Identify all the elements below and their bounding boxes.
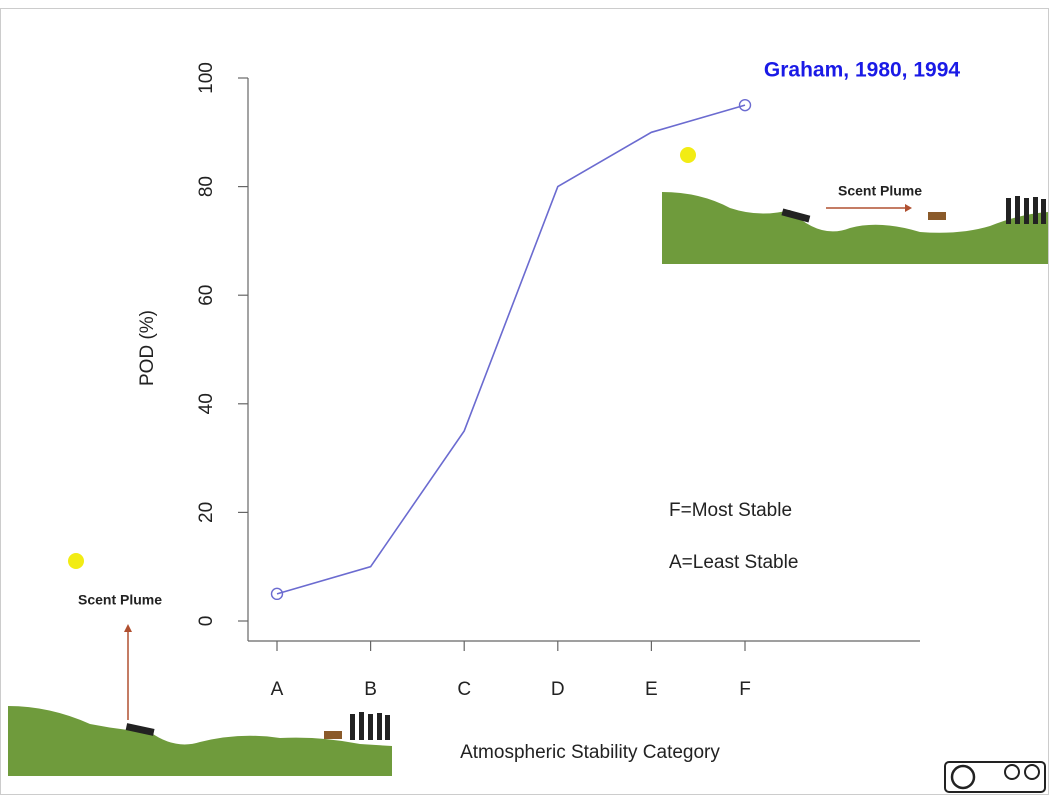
frame [1, 9, 1049, 795]
illustration-label: Scent Plume [838, 183, 922, 199]
y-tick-label: 0 [196, 616, 217, 627]
hill [662, 192, 1048, 264]
arrow-head [124, 624, 132, 632]
y-tick-label: 40 [196, 393, 217, 414]
hill [8, 706, 392, 776]
x-tick-label: B [364, 679, 377, 700]
searchers [350, 712, 390, 740]
y-tick-label: 20 [196, 502, 217, 523]
illustration-label: Scent Plume [78, 592, 162, 608]
x-tick-label: F [739, 679, 751, 700]
x-tick-label: E [645, 679, 658, 700]
arrow-head [905, 204, 912, 212]
annotation: A=Least Stable [669, 552, 798, 573]
illustration-unstable: Scent Plume [8, 553, 392, 776]
x-axis-label: Atmospheric Stability Category [460, 742, 720, 763]
chart: Scent Plume Scent Plume POD (%) Atmosphe… [0, 0, 1050, 795]
page: Scent Plume Scent Plume POD (%) Atmosphe… [0, 0, 1050, 795]
x-tick-label: D [551, 679, 565, 700]
annotation: F=Most Stable [669, 500, 792, 521]
y-tick-label: 60 [196, 285, 217, 306]
sun [680, 147, 696, 163]
x-tick-label: A [271, 679, 284, 700]
dog [324, 731, 342, 739]
y-tick-label: 80 [196, 176, 217, 197]
illustration-stable: Scent Plume [662, 147, 1048, 264]
sun [68, 553, 84, 569]
dog [928, 212, 946, 220]
x-tick-label: C [457, 679, 471, 700]
license-badge [945, 762, 1045, 792]
citation: Graham, 1980, 1994 [764, 59, 960, 82]
y-axis-label: POD (%) [137, 310, 158, 386]
y-tick-label: 100 [196, 62, 217, 94]
